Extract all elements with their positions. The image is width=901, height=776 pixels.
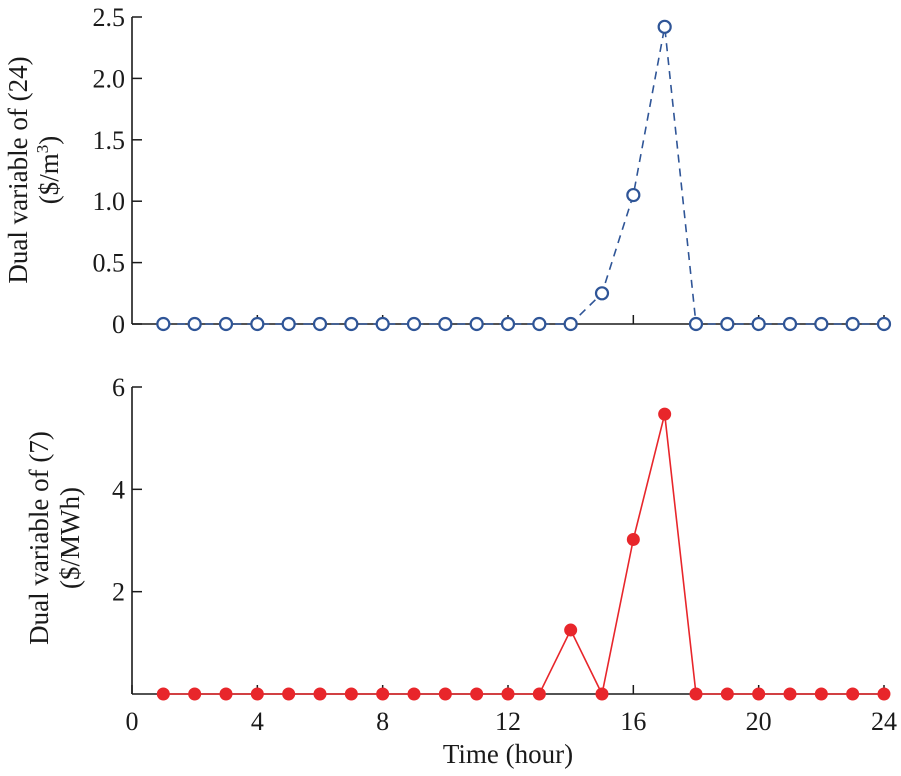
top-data-point [312,316,328,332]
bottom-ytick-label: 2 [112,578,125,607]
top-data-point [594,286,610,301]
top-data-point [720,316,735,332]
bottom-data-point [752,687,766,701]
bottom-data-point [376,687,390,701]
bottom-data-point [407,687,421,701]
bottom-data-point [626,532,640,546]
top-data-point [218,316,234,332]
top-data-point [438,316,453,332]
bottom-data-point [720,687,734,701]
bottom-data-point [344,687,358,701]
bottom-xtick-label: 4 [251,707,264,736]
top-data-point [782,316,798,332]
bottom-y-axis-title-line1: Dual variable of (7) [24,431,54,645]
top-data-point [156,316,171,332]
top-ytick-label: 1.5 [93,126,126,155]
bottom-data-point [282,687,296,701]
top-data-point [657,19,672,34]
bottom-data-point [564,623,578,637]
bottom-data-point [188,687,202,701]
top-data-point [187,316,202,332]
top-data-point [626,187,641,203]
bottom-data-point [783,687,797,701]
top-data-point [281,316,296,332]
top-ytick-label: 1.0 [93,187,126,216]
bottom-data-point [846,687,860,701]
bottom-xtick-label: 8 [376,707,389,736]
top-data-point [688,316,704,332]
bottom-data-point [814,687,828,701]
top-data-point [814,316,829,332]
bottom-ytick-label: 4 [112,475,125,504]
top-data-point [845,316,860,332]
x-axis-title: Time (hour) [443,739,573,769]
top-y-axis-title-line1: Dual variable of (24) [3,56,33,283]
bottom-xtick-label: 0 [126,707,139,736]
bottom-data-point [156,687,170,701]
bottom-data-point [689,687,703,701]
top-data-point [344,316,359,332]
top-data-point [532,316,547,332]
top-ytick-label: 2.5 [93,3,126,32]
bottom-xtick-label: 16 [620,707,646,736]
bottom-panel: 246 0 4 8 12 16 20 24 Dual variable of (7) ($/… [24,373,897,769]
top-data-point [406,316,422,332]
bottom-data-point [532,687,546,701]
top-data-point [250,316,265,332]
bottom-data-point [219,687,233,701]
top-ytick-label: 0.5 [93,249,126,278]
top-data-point [500,316,516,332]
bottom-data-point [313,687,327,701]
top-ytick-label: 2.0 [93,64,126,93]
top-panel: 0 0.5 1.0 1.5 2.0 2.5 Dual variable of (24) (… [3,3,892,339]
bottom-data-point [595,687,609,701]
bottom-data-point [501,687,515,701]
top-data-point [375,316,390,332]
bottom-ytick-label: 6 [112,373,125,402]
bottom-data-point [250,687,264,701]
bottom-data-point [438,687,452,701]
top-data-point [876,316,892,332]
bottom-xtick-label: 24 [871,707,897,736]
bottom-series-line [163,413,884,697]
bottom-xtick-label: 12 [495,707,521,736]
top-series-line [163,26,884,325]
top-data-point [751,316,766,332]
top-data-point [563,316,578,332]
top-ytick-label: 0 [112,310,125,339]
bottom-data-point [877,687,891,701]
bottom-data-point [470,687,484,701]
bottom-y-axis-title-line2: ($/MWh) [55,487,85,589]
bottom-xtick-label: 20 [746,707,772,736]
bottom-data-point [658,407,672,421]
top-y-axis-title-line2: ($/m3) [33,136,64,205]
top-data-point [469,316,484,332]
